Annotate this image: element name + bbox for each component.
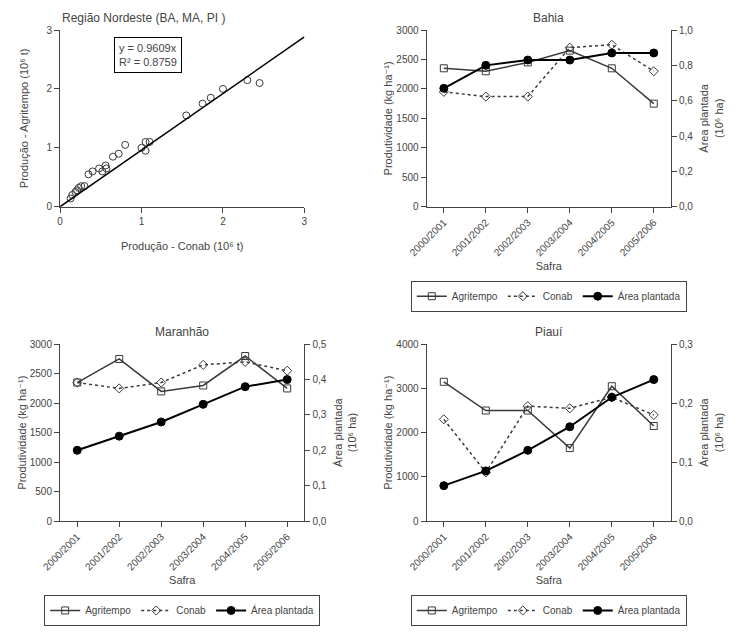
svg-text:3: 3: [302, 216, 308, 227]
svg-text:4000: 4000: [396, 339, 419, 350]
svg-text:Conab: Conab: [543, 605, 573, 616]
svg-text:2005/2006: 2005/2006: [618, 217, 660, 259]
svg-text:2002/2003: 2002/2003: [125, 531, 167, 573]
svg-text:Safra: Safra: [536, 574, 563, 586]
svg-text:3000: 3000: [30, 339, 53, 350]
svg-text:Agritempo: Agritempo: [85, 605, 131, 616]
svg-text:2004/2005: 2004/2005: [576, 531, 618, 573]
svg-text:Área plantada: Área plantada: [618, 604, 681, 616]
svg-text:3000: 3000: [396, 383, 419, 394]
svg-text:Conab: Conab: [176, 605, 206, 616]
svg-text:0,5: 0,5: [312, 339, 326, 350]
svg-text:Produção - Agritempo (10⁶ t): Produção - Agritempo (10⁶ t): [18, 49, 30, 189]
svg-text:Produção - Conab (10⁶ t): Produção - Conab (10⁶ t): [121, 240, 244, 252]
svg-text:2001/2002: 2001/2002: [450, 531, 492, 573]
svg-text:0: 0: [46, 516, 52, 527]
svg-text:2002/2003: 2002/2003: [492, 217, 534, 259]
svg-text:1500: 1500: [396, 113, 419, 124]
svg-text:0: 0: [46, 201, 52, 212]
svg-text:0,2: 0,2: [312, 445, 326, 456]
svg-text:0: 0: [413, 201, 419, 212]
svg-text:0,0: 0,0: [679, 201, 693, 212]
svg-text:2000: 2000: [30, 398, 53, 409]
svg-text:2500: 2500: [30, 368, 53, 379]
svg-text:2: 2: [220, 216, 226, 227]
svg-text:0,2: 0,2: [679, 166, 693, 177]
svg-text:0,3: 0,3: [312, 409, 326, 420]
svg-text:2004/2005: 2004/2005: [209, 531, 251, 573]
svg-text:y = 0.9609xR² = 0.8759: y = 0.9609xR² = 0.8759: [119, 42, 177, 68]
svg-text:Safra: Safra: [536, 260, 563, 272]
svg-text:1000: 1000: [30, 457, 53, 468]
svg-text:0,0: 0,0: [679, 516, 693, 527]
svg-text:2000/2001: 2000/2001: [408, 217, 450, 259]
svg-text:0,8: 0,8: [679, 60, 693, 71]
svg-text:2000/2001: 2000/2001: [41, 531, 83, 573]
svg-text:0,2: 0,2: [679, 398, 693, 409]
svg-text:0,6: 0,6: [679, 95, 693, 106]
svg-text:Produtividade (kg ha⁻¹): Produtividade (kg ha⁻¹): [382, 376, 394, 490]
svg-text:2000/2001: 2000/2001: [408, 531, 450, 573]
svg-text:Área plantada(10⁶ ha): Área plantada(10⁶ ha): [699, 83, 725, 152]
svg-text:Piauí: Piauí: [535, 325, 563, 339]
svg-text:0: 0: [57, 216, 63, 227]
svg-text:0,4: 0,4: [679, 131, 693, 142]
svg-text:Área plantada(10⁶ ha): Área plantada(10⁶ ha): [699, 397, 725, 466]
svg-text:Safra: Safra: [169, 574, 196, 586]
svg-text:Região Nordeste (BA, MA, PI ): Região Nordeste (BA, MA, PI ): [62, 11, 225, 25]
svg-text:2003/2004: 2003/2004: [534, 217, 576, 259]
svg-text:Maranhão: Maranhão: [155, 325, 209, 339]
svg-text:1500: 1500: [30, 427, 53, 438]
svg-text:Área plantada: Área plantada: [251, 604, 314, 616]
svg-text:500: 500: [35, 486, 52, 497]
svg-text:Produtividade (kg ha⁻¹): Produtividade (kg ha⁻¹): [16, 376, 28, 490]
svg-text:0,4: 0,4: [312, 374, 326, 385]
svg-text:3000: 3000: [396, 25, 419, 36]
svg-text:2001/2002: 2001/2002: [83, 531, 125, 573]
svg-text:2500: 2500: [396, 54, 419, 65]
svg-text:0,1: 0,1: [679, 457, 693, 468]
svg-text:2000: 2000: [396, 83, 419, 94]
svg-text:2003/2004: 2003/2004: [167, 531, 209, 573]
svg-text:2003/2004: 2003/2004: [534, 531, 576, 573]
svg-text:0,0: 0,0: [312, 516, 326, 527]
svg-text:Bahia: Bahia: [533, 11, 564, 25]
svg-text:Produtividade (kg ha⁻¹): Produtividade (kg ha⁻¹): [382, 61, 394, 175]
svg-text:2005/2006: 2005/2006: [251, 531, 293, 573]
svg-text:Área plantada: Área plantada: [618, 290, 681, 302]
svg-text:1,0: 1,0: [679, 25, 693, 36]
svg-text:1: 1: [46, 142, 52, 153]
svg-text:2001/2002: 2001/2002: [450, 217, 492, 259]
svg-text:0,3: 0,3: [679, 339, 693, 350]
svg-text:Agritempo: Agritempo: [452, 291, 498, 302]
svg-text:1000: 1000: [396, 471, 419, 482]
svg-text:1000: 1000: [396, 142, 419, 153]
svg-text:1: 1: [139, 216, 145, 227]
svg-text:0: 0: [413, 516, 419, 527]
svg-text:2002/2003: 2002/2003: [492, 531, 534, 573]
svg-text:2000: 2000: [396, 427, 419, 438]
svg-text:Agritempo: Agritempo: [452, 605, 498, 616]
svg-text:500: 500: [402, 172, 419, 183]
svg-text:2: 2: [46, 83, 52, 94]
svg-text:Conab: Conab: [543, 291, 573, 302]
svg-text:2005/2006: 2005/2006: [618, 531, 660, 573]
svg-text:2004/2005: 2004/2005: [576, 217, 618, 259]
svg-text:Área plantada(10⁶ ha): Área plantada(10⁶ ha): [332, 397, 358, 466]
svg-text:3: 3: [46, 25, 52, 36]
svg-text:0,1: 0,1: [312, 480, 326, 491]
